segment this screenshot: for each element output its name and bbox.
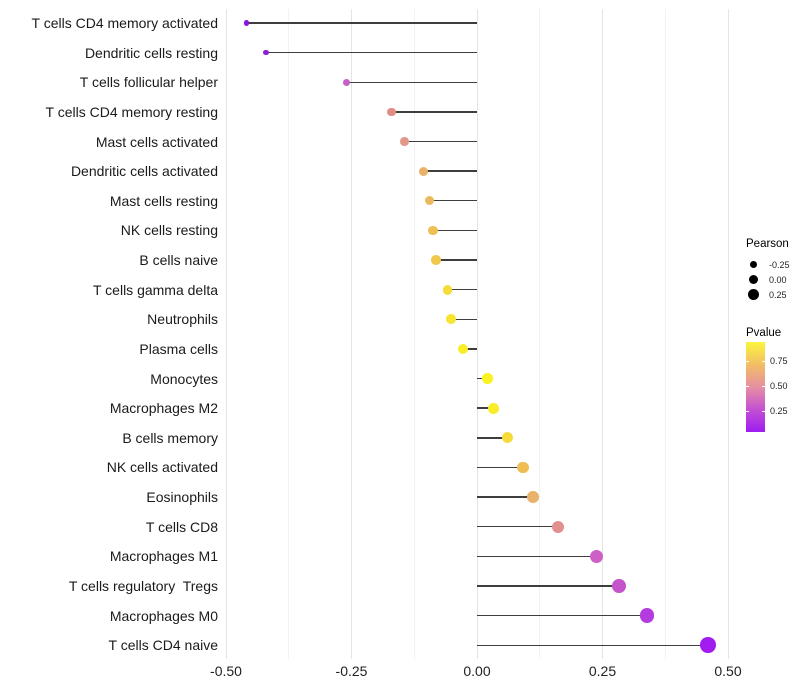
lollipop-stick xyxy=(429,200,477,202)
minor-gridline xyxy=(288,9,290,659)
y-axis-label: NK cells activated xyxy=(106,459,218,476)
lollipop-stick xyxy=(266,51,477,54)
y-axis-label: Monocytes xyxy=(150,370,218,387)
x-axis-tick-label: 0.25 xyxy=(588,663,617,679)
x-axis-tick-label: -0.50 xyxy=(210,663,242,679)
minor-gridline xyxy=(539,9,541,659)
minor-gridline xyxy=(664,9,666,659)
pvalue-legend-label: 0.50 xyxy=(770,380,788,391)
y-axis-label: T cells follicular helper xyxy=(79,74,218,91)
pvalue-legend-label: 0.75 xyxy=(770,355,788,366)
lollipop-stick xyxy=(435,259,477,261)
x-axis-tick-label: -0.25 xyxy=(335,663,368,679)
lollipop-dot xyxy=(488,402,499,414)
lollipop-dot xyxy=(243,20,249,26)
y-axis-label: Macrophages M0 xyxy=(109,607,218,624)
pearson-legend-title: Pearson xyxy=(746,238,789,250)
lollipop-dot xyxy=(551,520,564,533)
y-axis-label: Dendritic cells activated xyxy=(70,163,218,180)
lollipop-stick xyxy=(346,81,477,83)
pearson-legend-dot xyxy=(748,274,759,285)
y-axis-label: T cells CD4 memory activated xyxy=(31,15,218,31)
pvalue-bar-tick xyxy=(746,360,749,362)
lollipop-stick xyxy=(477,644,708,646)
y-axis-label: T cells CD4 memory resting xyxy=(45,103,218,120)
lollipop-stick xyxy=(246,22,477,24)
lollipop-dot xyxy=(446,314,457,325)
lollipop-dot xyxy=(700,637,716,654)
y-axis-label: Plasma cells xyxy=(139,340,218,357)
lollipop-dot xyxy=(442,284,453,295)
lollipop-dot xyxy=(526,491,539,503)
lollipop-stick xyxy=(447,288,477,291)
y-axis-label: T cells CD8 xyxy=(145,518,218,535)
lollipop-dot xyxy=(431,255,441,265)
major-gridline xyxy=(225,9,227,659)
lollipop-dot xyxy=(387,107,396,117)
y-axis-label: T cells CD4 naive xyxy=(108,637,218,654)
lollipop-stick xyxy=(477,585,620,587)
lollipop-stick xyxy=(477,466,524,469)
major-gridline xyxy=(727,9,729,659)
y-axis-label: Neutrophils xyxy=(147,311,218,328)
pvalue-bar-tick xyxy=(762,385,765,387)
pvalue-bar-tick xyxy=(746,385,749,387)
lollipop-stick xyxy=(391,111,477,113)
lollipop-stick xyxy=(463,348,477,350)
major-gridline xyxy=(602,9,603,659)
pearson-legend-label: 0.25 xyxy=(769,289,787,300)
x-axis-tick-label: 0.00 xyxy=(463,663,491,679)
lollipop-stick xyxy=(477,496,533,498)
lollipop-stick xyxy=(451,318,477,320)
y-axis-label: Macrophages M2 xyxy=(109,400,218,417)
lollipop-stick xyxy=(423,170,477,172)
lollipop-dot xyxy=(517,461,529,474)
y-axis-label: NK cells resting xyxy=(120,222,218,239)
lollipop-dot xyxy=(263,49,269,56)
y-axis-label: Mast cells resting xyxy=(109,192,218,209)
lollipop-dot xyxy=(428,225,438,236)
lollipop-dot xyxy=(399,137,409,146)
lollipop-dot xyxy=(458,343,469,354)
major-gridline xyxy=(476,9,478,659)
pearson-legend-dot xyxy=(748,289,759,300)
lollipop-dot xyxy=(639,608,654,623)
pearson-legend-label: 0.00 xyxy=(769,274,787,285)
pvalue-gradient-bar xyxy=(746,342,765,432)
minor-gridline xyxy=(413,9,415,659)
y-axis-label: B cells memory xyxy=(122,429,218,446)
lollipop-stick xyxy=(432,229,477,232)
major-gridline xyxy=(351,9,352,659)
pvalue-bar-tick xyxy=(762,410,765,412)
pearson-legend-dot xyxy=(749,260,758,269)
y-axis-label: Eosinophils xyxy=(146,489,218,506)
x-axis-tick-label: 0.50 xyxy=(714,663,742,679)
lollipop-dot xyxy=(342,78,351,86)
lollipop-dot xyxy=(589,549,604,563)
lollipop-stick xyxy=(477,614,647,617)
lollipop-dot xyxy=(419,166,429,176)
lollipop-dot xyxy=(482,373,493,384)
pvalue-legend-title: Pvalue xyxy=(746,327,782,339)
y-axis-label: B cells naive xyxy=(139,252,218,269)
lollipop-dot xyxy=(502,432,514,444)
lollipop-dot xyxy=(425,196,435,206)
y-axis-label: Dendritic cells resting xyxy=(84,44,218,61)
lollipop-stick xyxy=(477,555,597,558)
pvalue-bar-tick xyxy=(746,410,749,412)
pearson-legend-label: -0.25 xyxy=(769,259,790,270)
y-axis-label: Macrophages M1 xyxy=(109,548,218,565)
pvalue-bar-tick xyxy=(762,360,765,362)
y-axis-label: T cells regulatory Tregs xyxy=(68,577,218,594)
lollipop-dot xyxy=(612,579,626,593)
lollipop-stick xyxy=(477,526,558,528)
lollipop-stick xyxy=(477,407,494,409)
lollipop-stick xyxy=(477,437,508,439)
y-axis-label: Mast cells activated xyxy=(95,133,218,150)
y-axis-label: T cells gamma delta xyxy=(92,281,218,298)
pvalue-legend-label: 0.25 xyxy=(770,405,788,416)
lollipop-stick xyxy=(404,140,477,143)
